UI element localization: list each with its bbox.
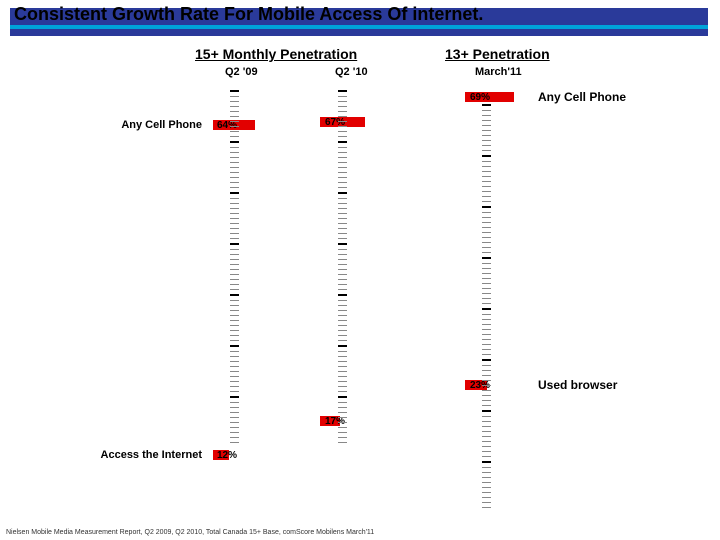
- section-header-monthly: 15+ Monthly Penetration: [195, 46, 357, 62]
- row-label-any-cell: Any Cell Phone: [90, 119, 202, 131]
- tick-col-0: [230, 90, 236, 447]
- source-text: Nielsen Mobile Media Measurement Report,…: [6, 529, 374, 536]
- extra-label-any-cell: Any Cell Phone: [538, 90, 626, 104]
- page-title: Consistent Growth Rate For Mobile Access…: [14, 4, 483, 25]
- title-band-underline: [10, 25, 708, 29]
- col-header-q209: Q2 '09: [225, 66, 258, 78]
- tick-col-2: [482, 104, 488, 512]
- extra-label-used-browser: Used browser: [538, 378, 617, 392]
- bar-label-mar11_any: 69%: [470, 92, 490, 103]
- col-header-q210: Q2 '10: [335, 66, 368, 78]
- section-header-thirteen: 13+ Penetration: [445, 46, 550, 62]
- col-header-mar11: March'11: [475, 66, 522, 78]
- tick-col-1: [338, 90, 344, 447]
- row-label-access: Access the Internet: [70, 449, 202, 461]
- bar-label-q209_access: 12%: [217, 450, 237, 461]
